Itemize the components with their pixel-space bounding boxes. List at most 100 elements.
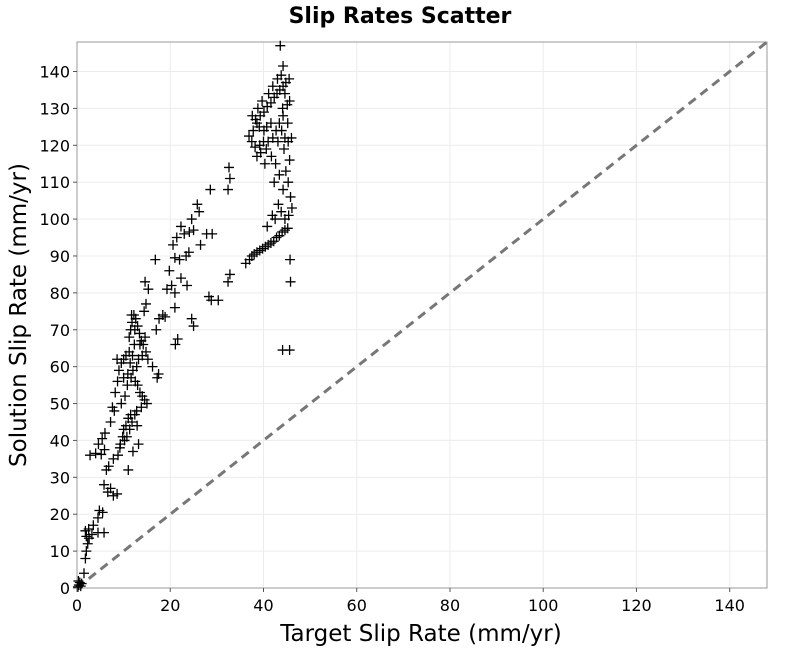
data-point <box>259 158 270 169</box>
x-axis-ticks: 0 20 40 60 80 100 120 140 <box>72 588 745 615</box>
data-point <box>181 250 192 261</box>
data-point <box>126 310 137 320</box>
data-point <box>280 166 291 177</box>
data-point <box>266 151 277 162</box>
data-point <box>278 184 289 195</box>
data-point <box>250 142 261 153</box>
data-point <box>182 280 193 291</box>
data-point <box>119 435 130 446</box>
x-tick-label: 60 <box>347 596 367 615</box>
x-tick-label: 140 <box>714 596 745 615</box>
data-point <box>251 151 262 162</box>
data-point <box>168 239 179 250</box>
data-point <box>99 479 110 490</box>
y-axis-label: Solution Slip Rate (mm/yr) <box>6 163 32 467</box>
data-point <box>129 409 140 420</box>
x-tick-label: 80 <box>440 596 460 615</box>
y-tick-label: 50 <box>50 395 70 414</box>
data-point <box>184 226 195 237</box>
data-point <box>195 239 206 250</box>
data-point <box>140 276 151 287</box>
y-axis-ticks: 0 10 20 30 40 50 60 70 80 90 100 110 120 130 140 <box>39 63 77 598</box>
data-point <box>105 416 116 427</box>
data-point <box>118 354 129 365</box>
data-point <box>169 302 180 313</box>
x-tick-label: 40 <box>253 596 273 615</box>
data-point <box>75 581 86 592</box>
data-point <box>223 276 234 287</box>
data-point <box>142 354 153 365</box>
data-point <box>194 206 205 217</box>
data-point <box>171 232 182 243</box>
data-point <box>84 533 95 544</box>
data-point <box>88 520 99 531</box>
data-point <box>81 546 92 557</box>
data-point <box>272 136 283 147</box>
y-tick-label: 70 <box>50 321 70 340</box>
data-point <box>76 578 87 589</box>
data-point <box>102 487 113 498</box>
data-point <box>112 376 123 387</box>
data-point <box>124 332 135 343</box>
data-point <box>279 88 290 99</box>
data-point <box>127 416 138 427</box>
y-tick-label: 120 <box>39 136 70 155</box>
data-point <box>132 380 143 391</box>
data-point <box>192 199 203 210</box>
data-point <box>223 162 234 173</box>
data-point <box>123 464 134 475</box>
data-point <box>127 446 138 457</box>
data-point <box>143 284 154 295</box>
data-point <box>112 488 123 499</box>
data-point <box>80 553 91 564</box>
y-tick-label: 30 <box>50 468 70 487</box>
data-point <box>283 177 294 188</box>
y-tick-label: 0 <box>60 579 70 598</box>
data-point <box>213 295 224 306</box>
data-point <box>179 228 190 239</box>
data-point <box>270 158 281 169</box>
data-point <box>109 405 120 416</box>
y-tick-label: 60 <box>50 358 70 377</box>
data-point <box>114 442 125 453</box>
data-point <box>99 428 110 439</box>
x-axis-label: Target Slip Rate (mm/yr) <box>279 621 561 647</box>
data-points <box>72 40 297 592</box>
data-point <box>263 88 274 99</box>
y-tick-label: 40 <box>50 431 70 450</box>
data-point <box>258 107 269 118</box>
data-point <box>247 110 258 121</box>
y-tick-label: 90 <box>50 247 70 266</box>
data-point <box>90 448 101 459</box>
data-point <box>93 439 104 450</box>
data-point <box>188 321 199 332</box>
data-point <box>279 143 289 154</box>
data-point <box>224 269 235 280</box>
data-point <box>97 507 108 518</box>
chart-title: Slip Rates Scatter <box>289 4 512 29</box>
data-point <box>188 225 199 236</box>
data-point <box>164 265 175 276</box>
data-point <box>139 306 150 317</box>
data-point <box>283 210 294 221</box>
data-point <box>151 324 162 335</box>
x-tick-label: 120 <box>621 596 652 615</box>
x-tick-label: 100 <box>528 596 559 615</box>
data-point <box>169 252 180 263</box>
data-point <box>276 206 287 217</box>
data-point <box>133 439 144 450</box>
data-point <box>275 40 286 51</box>
data-point <box>169 287 180 298</box>
y-tick-label: 100 <box>39 210 70 229</box>
data-point <box>152 372 163 383</box>
y-tick-label: 130 <box>39 99 70 118</box>
data-point <box>246 250 257 261</box>
data-point <box>99 444 110 455</box>
y-tick-label: 110 <box>39 173 70 192</box>
data-point <box>97 433 108 444</box>
y-tick-label: 20 <box>50 505 70 524</box>
data-point <box>134 339 145 350</box>
data-point <box>124 424 135 435</box>
